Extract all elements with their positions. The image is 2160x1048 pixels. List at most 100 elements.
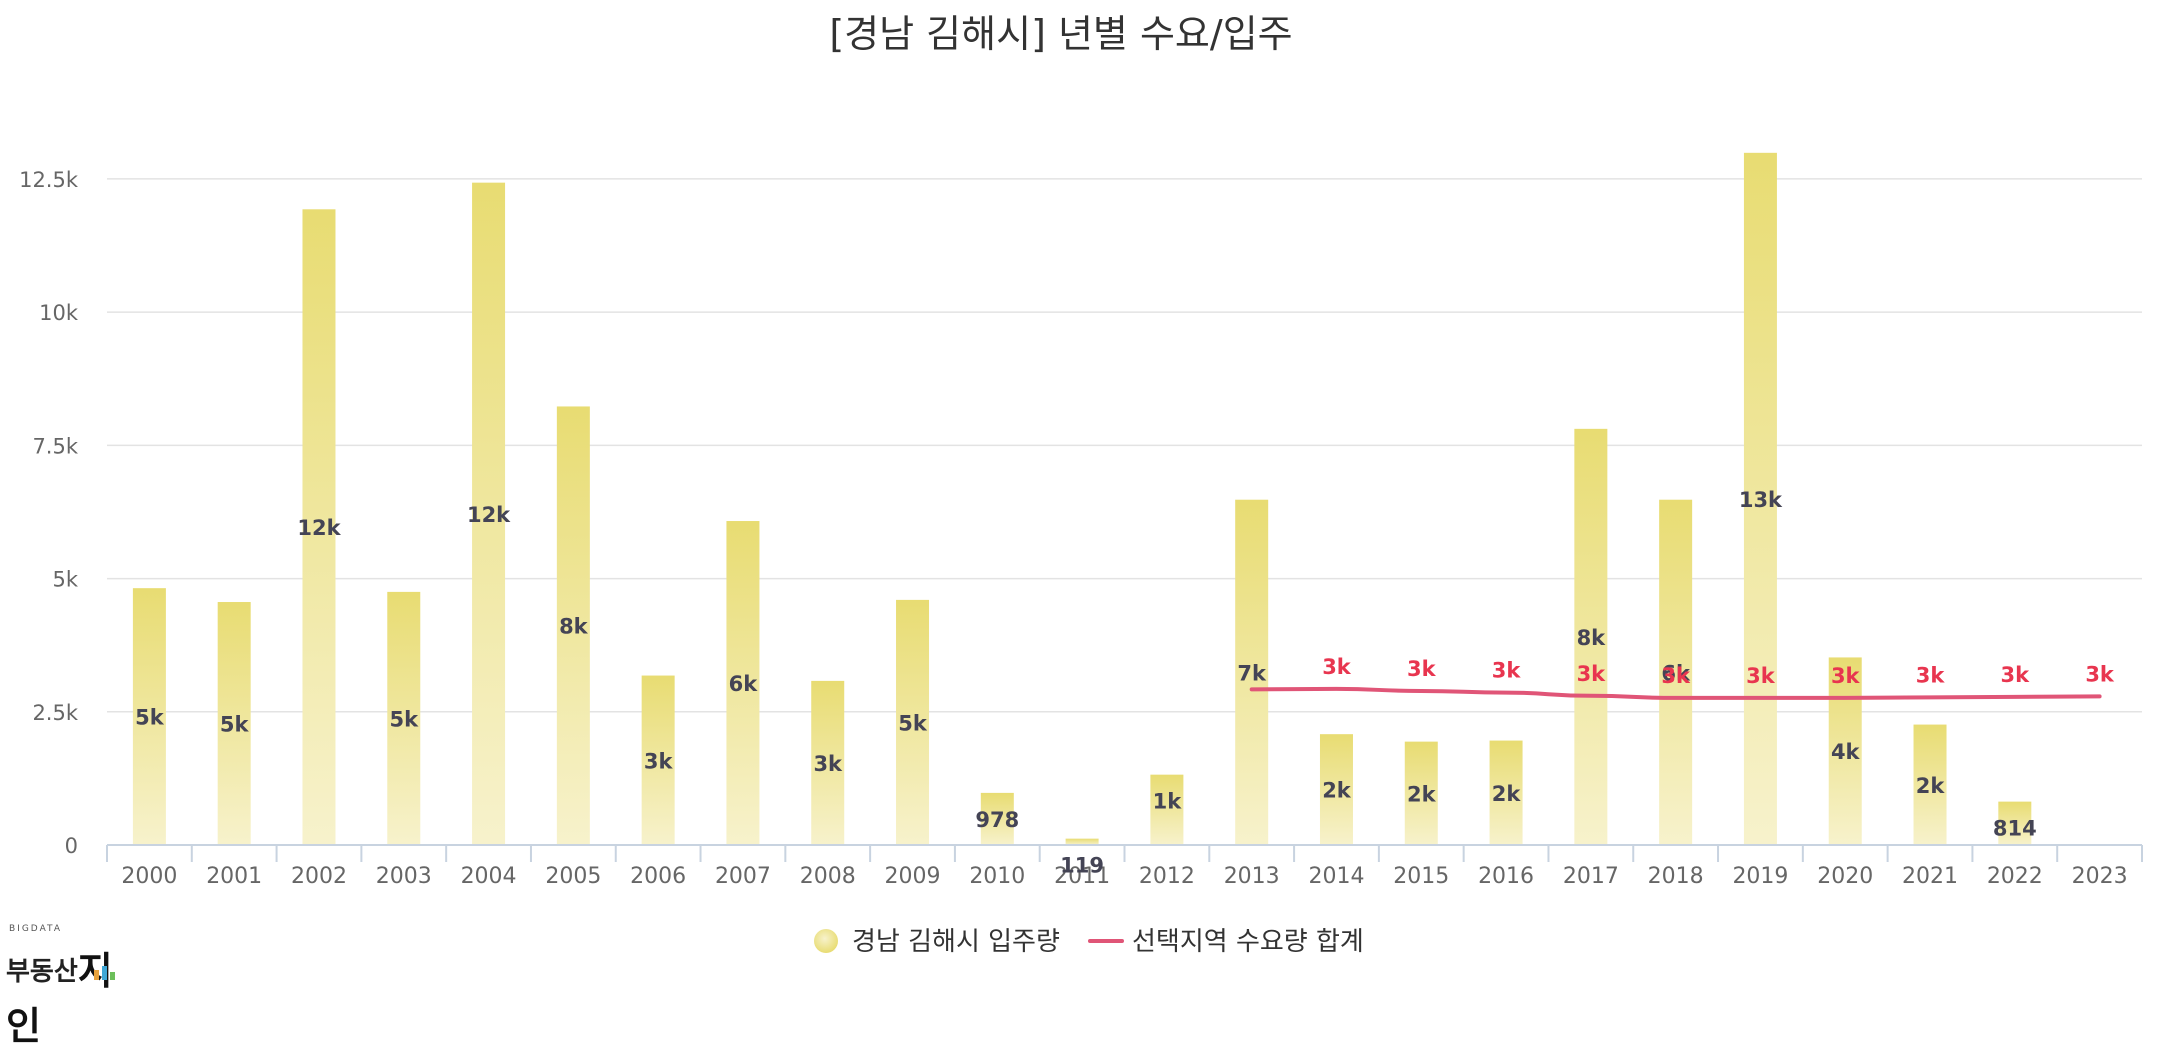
bar-data-label: 8k [1577,626,1607,650]
line-data-label: 3k [1831,664,1861,688]
bar[interactable] [1659,499,1693,845]
y-tick-label: 7.5k [32,434,78,458]
bar[interactable] [1913,724,1947,845]
bar-data-label: 12k [297,516,341,540]
x-tick-label: 2001 [206,864,262,889]
bar-data-label: 13k [1739,488,1783,512]
bar-data-label: 3k [644,749,674,773]
y-tick-label: 0 [65,834,78,858]
x-tick-label: 2017 [1563,864,1619,889]
logo-text: 부동산 [6,957,78,987]
logo-bar [94,970,99,980]
bar[interactable] [472,182,506,845]
logo-bars [94,966,115,980]
x-tick-label: 2007 [715,864,771,889]
line-data-label: 3k [1661,664,1691,688]
logo-bar [102,966,107,980]
legend-demand-label: 선택지역 수요량 합계 [1132,927,1364,957]
bar[interactable] [387,591,421,845]
bar[interactable] [1235,499,1269,845]
logo-sup: BIGDATA [9,924,62,934]
bar-data-label: 119 [1060,854,1104,878]
bar[interactable] [1150,774,1184,845]
bar-data-label: 978 [975,808,1019,832]
x-tick-label: 2004 [461,864,517,889]
bar[interactable] [1743,152,1777,845]
y-tick-label: 12.5k [19,168,79,192]
bar[interactable] [980,792,1014,845]
x-tick-label: 2012 [1139,864,1195,889]
bar[interactable] [556,406,590,845]
y-tick-label: 2.5k [32,701,78,725]
legend-item-demand[interactable]: 선택지역 수요량 합계 [1088,927,1364,957]
x-tick-label: 2015 [1393,864,1449,889]
legend-item-supply[interactable]: 경남 김해시 입주량 [814,927,1060,957]
x-tick-label: 2003 [376,864,432,889]
x-tick-label: 2014 [1308,864,1364,889]
bar[interactable] [726,521,760,845]
bar[interactable] [302,209,336,846]
y-tick-label: 10k [39,301,79,325]
bar[interactable] [132,588,166,845]
bar-data-label: 2k [1407,782,1437,806]
bars [132,152,2032,846]
x-tick-label: 2023 [2072,864,2128,889]
line-data-label: 3k [1916,663,1946,687]
bar-data-label: 5k [135,706,165,730]
x-tick-label: 2011 [1054,864,1110,889]
line-data-label: 3k [2085,662,2115,686]
line-data-label: 3k [1322,655,1352,679]
bar-data-label: 1k [1153,790,1183,814]
demand-line-path [1249,686,2102,700]
x-tick-label: 2020 [1817,864,1873,889]
bar[interactable] [896,599,930,845]
brand-logo: BIGDATA 부동산지인 [6,922,136,1048]
line-data-label: 3k [1407,657,1437,681]
bar[interactable] [1404,741,1438,845]
bar[interactable] [217,602,251,845]
legend[interactable]: 경남 김해시 입주량 선택지역 수요량 합계 [814,927,1364,957]
bar-data-label: 3k [813,752,843,776]
x-tick-label: 2018 [1648,864,1704,889]
bar-data-label: 5k [220,713,250,737]
x-tick-label: 2022 [1987,864,2043,889]
bar-data-label: 814 [1993,817,2037,841]
x-tick-label: 2010 [969,864,1025,889]
x-tick-label: 2009 [885,864,941,889]
bar-data-label: 7k [1237,661,1267,685]
bar[interactable] [1319,734,1353,845]
grid [107,178,2142,713]
x-tick-label: 2008 [800,864,856,889]
y-axis: 0 2.5k 5k 7.5k 10k 12.5k [19,168,79,858]
bar-data-label: 2k [1322,779,1352,803]
demand-line [1249,686,2102,700]
bar[interactable] [1489,740,1523,845]
logo-bar [110,972,115,980]
x-tick-label: 2016 [1478,864,1534,889]
bar-data-label: 2k [1916,774,1946,798]
line-data-label: 3k [1746,664,1776,688]
line-data-label: 3k [2001,663,2031,687]
bar-data-label: 4k [1831,740,1861,764]
bar-data-label: 8k [559,615,589,639]
bar[interactable] [1065,838,1099,845]
x-tick-label: 2013 [1224,864,1280,889]
bar-data-label: 5k [389,707,419,731]
logo-main: 부동산지인 [6,936,136,1048]
bar[interactable] [641,675,675,845]
bar[interactable] [811,680,845,845]
x-axis: 2000 2001 2002 2003 2004 2005 2006 2007 2008 2009… [106,844,2143,889]
x-tick-label: 2000 [121,864,177,889]
bar[interactable] [1998,801,2032,845]
chart-title: [경남 김해시] 년별 수요/입주 [829,12,1292,56]
x-tick-label: 2019 [1732,864,1788,889]
bar[interactable] [1828,657,1862,845]
line-data-label: 3k [1492,659,1522,683]
bar[interactable] [1574,428,1608,845]
y-tick-label: 5k [52,568,78,592]
x-tick-label: 2006 [630,864,686,889]
x-tick-label: 2005 [545,864,601,889]
bar-data-label: 6k [1661,661,1691,685]
legend-supply-marker [814,929,838,953]
legend-supply-label: 경남 김해시 입주량 [852,927,1060,957]
